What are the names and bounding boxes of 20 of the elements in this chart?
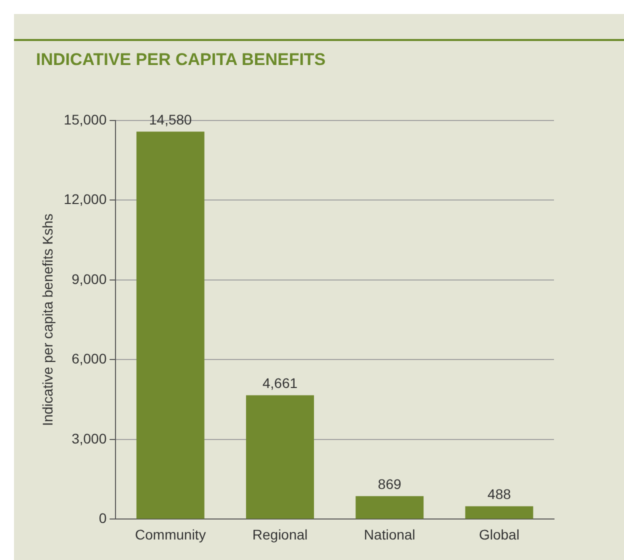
y-axis-title: Indicative per capita benefits Kshs xyxy=(39,214,56,426)
x-tick-label: Community xyxy=(135,526,206,542)
bar xyxy=(465,506,534,519)
data-label: 488 xyxy=(488,486,512,502)
bar xyxy=(246,395,314,519)
y-tick-label: 15,000 xyxy=(64,111,107,128)
y-tick-label: 9,000 xyxy=(72,270,107,287)
x-tick-label: Global xyxy=(478,526,520,542)
data-label: 14,580 xyxy=(149,111,192,128)
y-tick-label: 6,000 xyxy=(72,350,107,367)
y-tick-label: 12,000 xyxy=(64,191,107,208)
chart-title: INDICATIVE PER CAPITA BENEFITS xyxy=(36,50,326,69)
bar xyxy=(136,132,204,519)
bar xyxy=(356,496,424,519)
y-tick-label: 0 xyxy=(98,510,107,526)
y-tick-label: 3,000 xyxy=(72,430,107,446)
data-label: 4,661 xyxy=(262,375,298,392)
x-tick-label: Regional xyxy=(252,526,308,542)
x-tick-label: National xyxy=(364,526,416,542)
data-label: 869 xyxy=(378,476,402,492)
